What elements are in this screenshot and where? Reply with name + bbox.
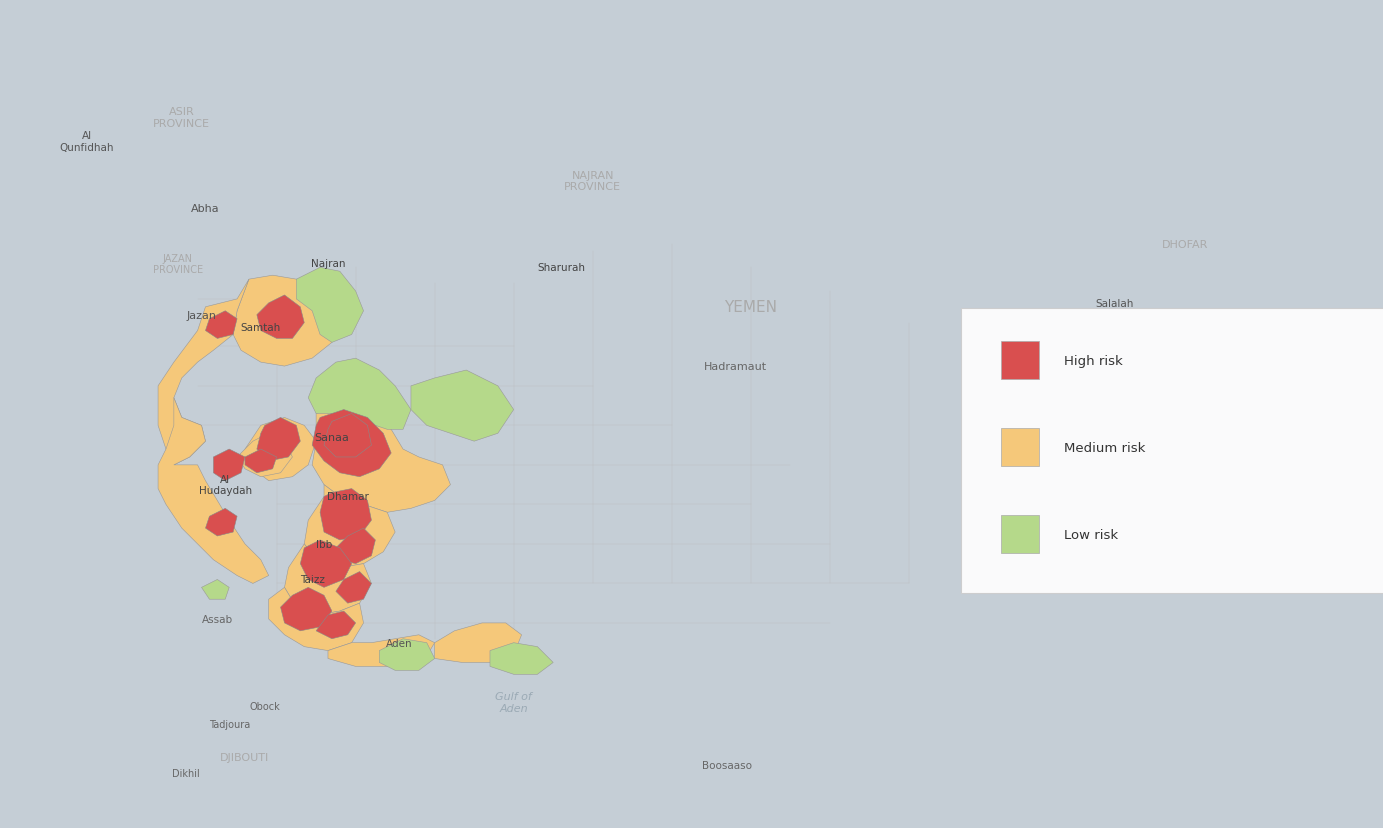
Polygon shape xyxy=(234,276,336,367)
Text: NAJRAN
PROVINCE: NAJRAN PROVINCE xyxy=(564,171,621,192)
Polygon shape xyxy=(236,434,292,477)
Polygon shape xyxy=(281,588,332,631)
Text: DHOFAR: DHOFAR xyxy=(1162,239,1209,249)
Polygon shape xyxy=(336,528,375,564)
Text: DJIBOUTI: DJIBOUTI xyxy=(220,753,270,763)
Text: YEMEN: YEMEN xyxy=(725,300,777,315)
Text: Abha: Abha xyxy=(191,204,220,214)
Text: Boosaaso: Boosaaso xyxy=(703,760,752,770)
Polygon shape xyxy=(213,450,245,481)
Polygon shape xyxy=(328,635,434,667)
Text: Sharurah: Sharurah xyxy=(537,263,585,273)
Text: Tadjoura: Tadjoura xyxy=(209,720,250,729)
Text: Taizz: Taizz xyxy=(300,575,325,585)
Polygon shape xyxy=(202,580,230,599)
Text: Gulf of
Aden: Gulf of Aden xyxy=(495,691,532,713)
Polygon shape xyxy=(490,643,553,675)
Polygon shape xyxy=(313,410,391,477)
Polygon shape xyxy=(158,398,268,584)
Bar xyxy=(1001,516,1039,553)
Text: Salalah: Salalah xyxy=(1095,299,1134,309)
Polygon shape xyxy=(206,311,236,339)
Polygon shape xyxy=(317,611,355,639)
Polygon shape xyxy=(336,572,372,604)
Polygon shape xyxy=(304,485,396,568)
Bar xyxy=(1001,429,1039,466)
FancyBboxPatch shape xyxy=(961,309,1383,593)
Polygon shape xyxy=(296,268,364,343)
Text: Aden: Aden xyxy=(386,638,412,647)
Polygon shape xyxy=(158,280,249,465)
Text: Samtah: Samtah xyxy=(241,322,281,332)
Text: Al
Qunfidhah: Al Qunfidhah xyxy=(59,131,115,152)
Text: Ibb: Ibb xyxy=(315,539,332,549)
Polygon shape xyxy=(300,541,351,588)
Text: Sanaa: Sanaa xyxy=(314,433,350,443)
Polygon shape xyxy=(206,508,236,537)
Polygon shape xyxy=(285,544,372,615)
Text: Hadramaut: Hadramaut xyxy=(704,362,766,372)
Text: Najran: Najran xyxy=(311,259,346,269)
Polygon shape xyxy=(411,371,513,441)
Polygon shape xyxy=(313,406,451,513)
Text: Dhamar: Dhamar xyxy=(326,492,369,502)
Text: Low risk: Low risk xyxy=(1064,528,1117,541)
Polygon shape xyxy=(308,359,411,430)
Bar xyxy=(1001,342,1039,380)
Polygon shape xyxy=(268,588,364,651)
Text: Al
Hudaydah: Al Hudaydah xyxy=(199,474,252,496)
Polygon shape xyxy=(257,418,300,461)
Text: JAZAN
PROVINCE: JAZAN PROVINCE xyxy=(152,253,203,275)
Polygon shape xyxy=(434,623,521,662)
Polygon shape xyxy=(319,489,372,541)
Text: Obock: Obock xyxy=(249,701,281,711)
Polygon shape xyxy=(245,418,317,481)
Polygon shape xyxy=(379,639,434,671)
Text: Assab: Assab xyxy=(202,614,232,624)
Polygon shape xyxy=(324,414,372,457)
Polygon shape xyxy=(257,296,304,339)
Text: Medium risk: Medium risk xyxy=(1064,441,1145,454)
Polygon shape xyxy=(245,450,277,473)
Text: Jazan: Jazan xyxy=(187,310,217,320)
Text: ASIR
PROVINCE: ASIR PROVINCE xyxy=(154,107,210,129)
Text: High risk: High risk xyxy=(1064,354,1123,368)
Text: Dikhil: Dikhil xyxy=(171,768,199,778)
